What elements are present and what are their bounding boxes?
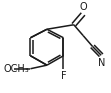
Text: O: O bbox=[79, 2, 87, 12]
Text: N: N bbox=[98, 58, 105, 68]
Text: OCH₃: OCH₃ bbox=[4, 64, 29, 74]
Text: F: F bbox=[61, 71, 66, 81]
